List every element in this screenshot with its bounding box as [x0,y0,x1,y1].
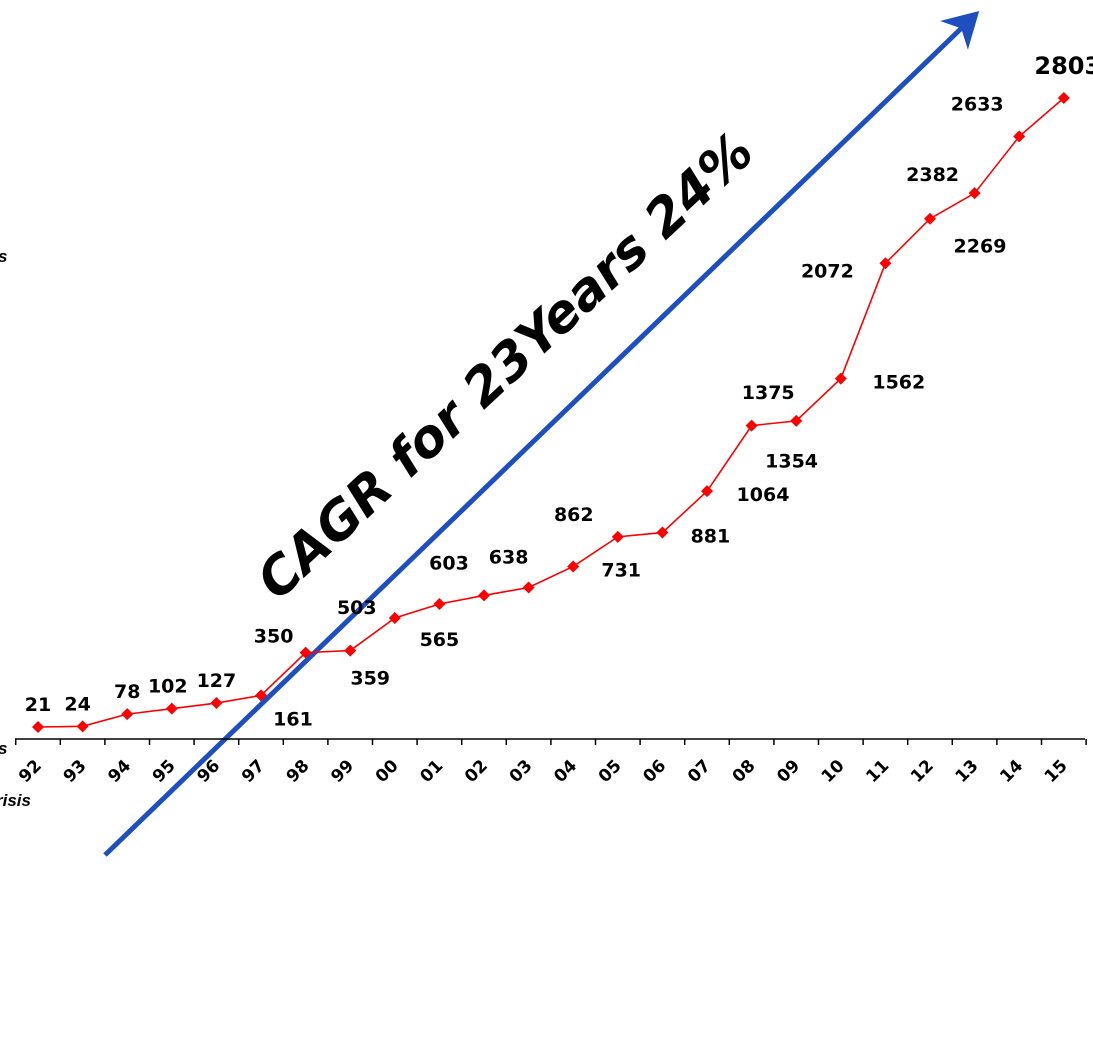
data-point-marker [121,708,134,721]
x-tick-label: 93 [60,756,91,787]
x-tick-label: 14 [996,756,1027,787]
data-point-marker [611,530,624,543]
x-tick-label: 06 [639,756,670,787]
left-cutoff-text-1: s [0,247,7,266]
cagr-annotation: CAGR for 23Years 24% [246,121,765,611]
x-tick-label: 03 [506,756,537,787]
x-tick-label: 13 [952,756,983,787]
data-point-marker [834,372,847,385]
data-label: 2633 [951,93,1004,115]
data-label: 78 [114,681,140,703]
data-label: 731 [601,559,641,581]
x-tick-label: 99 [327,756,358,787]
series-line [37,97,1065,728]
x-tick-label: 02 [461,756,492,787]
data-point-marker [1057,92,1070,104]
data-label: 881 [691,526,731,548]
x-tick-label: 10 [818,756,849,787]
x-tick-label: 97 [238,756,269,787]
series-markers [32,92,1070,733]
data-point-marker [1013,130,1026,143]
data-point-marker [388,612,401,625]
data-point-marker [478,589,490,602]
x-tick-label: 92 [15,756,46,787]
x-axis-ticks [14,739,1087,745]
data-point-marker [745,419,758,432]
data-point-marker [76,720,89,733]
x-tick-label: 01 [416,756,447,787]
x-tick-label: 96 [193,756,224,787]
data-label: 1064 [737,484,790,506]
data-point-marker [522,581,535,594]
data-point-marker [32,721,44,733]
data-point-marker [344,644,357,657]
data-label: 638 [489,546,529,568]
data-point-marker [968,187,981,200]
data-point-marker [790,414,803,427]
data-label: 2803 [1034,52,1093,80]
x-tick-label: 09 [773,756,804,787]
x-tick-label: 95 [149,756,180,787]
data-point-marker [567,560,580,573]
x-tick-label: 04 [550,756,581,787]
data-label: 503 [337,597,377,619]
data-label: 2072 [801,260,854,282]
x-tick-label: 00 [372,756,403,787]
data-point-marker [299,646,312,659]
x-tick-label: 94 [104,756,135,787]
data-label: 102 [148,676,188,698]
cagr-arrow [103,11,980,857]
data-label: 565 [420,629,460,651]
data-point-marker [165,702,178,715]
data-label: 862 [554,504,594,526]
data-label: 1375 [742,382,795,404]
left-cutoff-text-2: s [0,739,7,758]
left-cutoff-text-3: risis [0,791,31,810]
x-tick-label: 15 [1041,756,1072,787]
data-label: 350 [254,626,294,648]
data-label: 359 [350,668,390,690]
data-label: 161 [273,708,313,730]
data-point-marker [701,485,713,498]
data-label: 1354 [765,451,818,473]
data-point-marker [255,689,267,702]
data-point-marker [656,526,669,539]
data-point-marker [924,212,936,225]
x-axis-tick-labels: 92 93 94 95 96 97 98 99 00 01 02 03 04 05 06 07 08 09 10 11… [15,756,1072,787]
data-label: 603 [429,552,469,574]
x-tick-label: 08 [729,756,760,787]
x-tick-label: 98 [283,756,314,787]
data-point-marker [210,697,223,710]
data-point-marker [879,257,892,270]
x-tick-label: 07 [684,756,715,787]
data-label: 24 [64,693,90,715]
data-labels: 21 24 78 102 127 161 350 359 503 565 603 638 731 862 8… [25,52,1093,730]
x-tick-label: 05 [595,756,626,787]
x-tick-label: 11 [862,756,893,787]
data-label: 2269 [954,236,1007,258]
x-tick-label: 12 [907,756,938,787]
data-label: 2382 [906,164,959,186]
data-label: 1562 [872,372,925,394]
data-label: 21 [25,694,51,716]
data-label: 127 [197,670,237,692]
data-point-marker [433,598,446,611]
